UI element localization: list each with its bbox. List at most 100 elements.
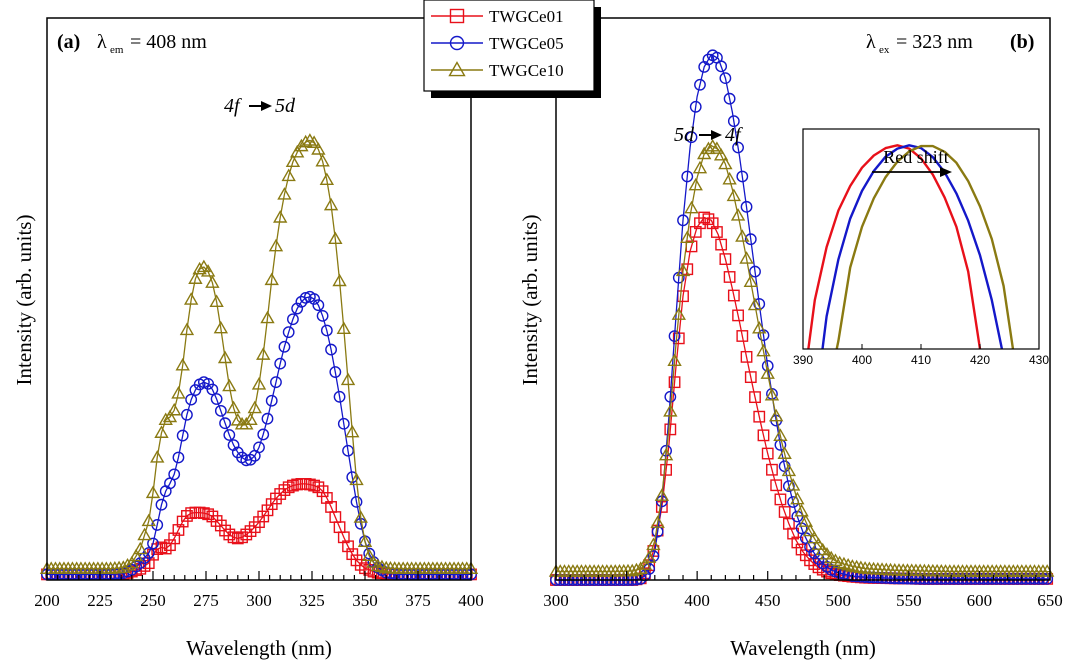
data-point-TWGCe10: [675, 263, 691, 277]
data-point-TWGCe05: [782, 480, 795, 493]
data-point-TWGCe10: [701, 141, 716, 155]
data-point-TWGCe10: [811, 537, 826, 550]
data-point-TWGCe05: [176, 429, 189, 442]
data-point-TWGCe01: [172, 524, 185, 536]
data-point-TWGCe10: [209, 294, 224, 307]
panel-b-emission-value: = 323 nm: [896, 31, 973, 53]
data-point-TWGCe05: [210, 393, 223, 405]
panel-b: 300 350 400 450 500 550 600 650 λ ex = 323 nm (…: [518, 17, 1063, 660]
data-point-TWGCe05: [681, 170, 694, 183]
data-point-TWGCe10: [836, 556, 852, 570]
data-point-TWGCe01: [753, 410, 766, 423]
data-point-TWGCe01: [736, 330, 749, 342]
data-point-TWGCe10: [281, 168, 296, 182]
inset-data-layer: [807, 144, 1015, 349]
data-point-TWGCe10: [650, 515, 665, 528]
data-point-TWGCe05: [214, 404, 227, 417]
data-point-TWGCe01: [702, 213, 715, 226]
panel-b-plot-frame: [555, 17, 1051, 581]
data-point-TWGCe05: [308, 293, 321, 305]
panel-a-x-axis-title: Wavelength (nm): [186, 636, 332, 660]
panel-a-plot-frame: [46, 17, 472, 581]
panel-b-transition-arrow-icon: [699, 130, 722, 140]
data-point-TWGCe10: [192, 261, 207, 275]
data-point-TWGCe01: [270, 492, 282, 505]
data-point-TWGCe01: [164, 539, 176, 552]
x-tick-label: 400: [458, 591, 484, 610]
legend-marker-circle: [449, 35, 465, 51]
data-point-TWGCe10: [323, 197, 339, 211]
data-point-TWGCe01: [274, 488, 287, 500]
data-point-TWGCe10: [726, 188, 742, 202]
data-point-TWGCe10: [764, 387, 780, 401]
data-point-TWGCe05: [350, 495, 363, 508]
x-tick-label: 300: [246, 591, 272, 610]
data-point-TWGCe10: [133, 541, 148, 555]
data-point-TWGCe05: [278, 340, 291, 353]
data-point-TWGCe05: [291, 302, 304, 315]
data-point-TWGCe05: [732, 141, 744, 154]
data-point-TWGCe05: [736, 170, 749, 183]
panel-a-x-axis: 200 225 250 275 300 325 350 375 400: [34, 571, 484, 610]
data-point-TWGCe01: [206, 510, 219, 523]
data-point-TWGCe10: [306, 135, 322, 148]
inset-x-tick-label: 420: [970, 353, 990, 367]
data-point-TWGCe01: [346, 548, 359, 561]
data-point-TWGCe10: [243, 412, 258, 426]
data-point-TWGCe10: [735, 229, 750, 242]
x-tick-label: 225: [87, 591, 113, 610]
inset-x-axis: 390 400 410 420 430: [793, 344, 1049, 367]
data-point-TWGCe10: [315, 153, 330, 167]
data-point-TWGCe05: [316, 309, 329, 322]
legend-entries: TWGCe01 TWGCe05 TWGCe10: [431, 7, 564, 80]
data-point-TWGCe01: [316, 485, 329, 498]
data-point-TWGCe10: [175, 357, 190, 371]
data-point-TWGCe10: [145, 485, 161, 499]
data-point-TWGCe05: [257, 428, 270, 441]
data-point-TWGCe01: [231, 532, 244, 545]
legend-label: TWGCe05: [489, 34, 564, 53]
series-line-TWGCe01: [47, 483, 471, 576]
data-point-TWGCe05: [863, 571, 876, 584]
data-point-TWGCe10: [154, 425, 169, 438]
data-point-TWGCe05: [702, 53, 715, 66]
data-point-TWGCe10: [637, 557, 653, 570]
data-point-TWGCe10: [162, 409, 178, 423]
series-line-TWGCe10: [47, 139, 471, 570]
data-point-TWGCe01: [681, 263, 694, 276]
inset-chart: 390 400 410 420 430 Red shift: [793, 128, 1049, 367]
data-point-TWGCe10: [340, 372, 356, 386]
panel-b-y-axis-title: Intensity (arb. units): [518, 215, 542, 386]
inset-x-tick-label: 390: [793, 353, 813, 367]
data-point-TWGCe10: [794, 503, 809, 517]
data-point-TWGCe01: [660, 463, 672, 476]
x-tick-label: 275: [193, 591, 219, 610]
data-point-TWGCe10: [200, 264, 216, 277]
data-point-TWGCe10: [692, 160, 708, 174]
data-point-TWGCe01: [337, 531, 350, 544]
series-TWGCe10: [39, 133, 479, 574]
data-point-TWGCe05: [342, 444, 354, 457]
data-point-TWGCe01: [812, 561, 825, 574]
data-point-TWGCe01: [261, 504, 274, 517]
data-point-TWGCe01: [223, 528, 236, 541]
data-point-TWGCe10: [298, 134, 313, 148]
data-point-TWGCe10: [832, 555, 847, 569]
series-TWGCe05: [41, 290, 477, 581]
data-point-TWGCe10: [353, 510, 368, 523]
panel-b-emission-symbol: λ: [866, 31, 876, 53]
data-point-TWGCe10: [268, 238, 284, 252]
data-point-TWGCe10: [773, 428, 788, 441]
panel-b-label: (b): [1010, 31, 1034, 53]
panel-a-transition-arrow-icon: [249, 101, 272, 111]
data-point-TWGCe05: [694, 78, 706, 91]
data-point-TWGCe01: [342, 540, 354, 553]
panel-a-excitation-subscript: em: [110, 44, 124, 56]
data-point-TWGCe01: [761, 447, 774, 460]
data-point-TWGCe10: [781, 463, 797, 477]
data-point-TWGCe05: [168, 468, 181, 481]
data-point-TWGCe10: [633, 561, 648, 574]
data-point-TWGCe05: [689, 100, 702, 113]
data-point-TWGCe10: [688, 177, 703, 191]
data-point-TWGCe10: [790, 491, 805, 505]
